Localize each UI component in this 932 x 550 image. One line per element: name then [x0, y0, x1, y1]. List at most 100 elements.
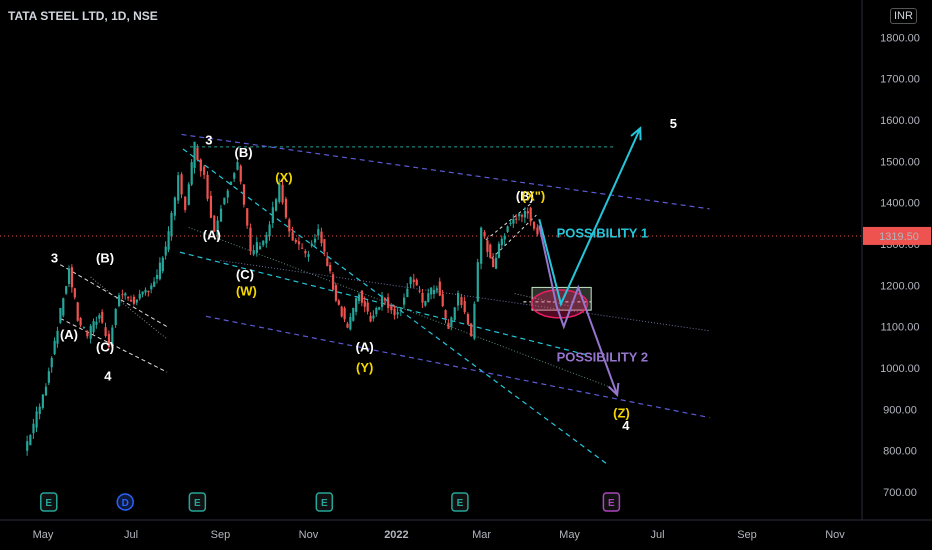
y-tick-label: 1400.00 [880, 198, 920, 210]
candle-body [239, 165, 242, 182]
x-tick-label: Mar [472, 529, 491, 541]
candle-body [424, 301, 427, 306]
wave-label: (C) [96, 339, 114, 354]
event-marker-label: E [194, 498, 201, 509]
candle-body [529, 207, 532, 222]
candle-body [415, 279, 418, 286]
y-tick-label: 700.00 [883, 487, 917, 499]
candle-body [421, 292, 424, 303]
candle-body [372, 315, 375, 319]
candle-body [47, 371, 50, 383]
candle-body [274, 199, 278, 211]
candle-body [223, 197, 226, 205]
candle-body [177, 175, 180, 201]
wave-label: 4 [622, 418, 630, 433]
candle-body [403, 297, 406, 305]
candle-body [150, 285, 153, 290]
candle-body [268, 224, 271, 237]
candle-body [26, 441, 29, 451]
x-tick-label: May [33, 529, 54, 541]
candle-body [246, 208, 249, 226]
candle-body [399, 309, 402, 312]
x-tick-label: May [559, 529, 580, 541]
candle-body [518, 213, 521, 217]
candle-body [326, 257, 329, 266]
candle-body [346, 323, 349, 328]
wave-label: (A) [356, 339, 374, 354]
candle-body [70, 267, 74, 288]
x-tick-label: Nov [299, 529, 319, 541]
candle-body [313, 238, 317, 243]
currency-badge[interactable]: INR [890, 8, 917, 24]
candle-body [497, 243, 501, 258]
chart-title: TATA STEEL LTD, 1D, NSE [8, 9, 158, 23]
candle-body [62, 298, 65, 316]
candle-body [138, 294, 141, 299]
candle-body [355, 298, 358, 312]
candle-body [460, 297, 463, 305]
candle-body [35, 411, 38, 428]
candle-body [184, 196, 187, 210]
x-tick-label: Nov [825, 529, 845, 541]
candle-body [124, 293, 127, 296]
candle-body [307, 254, 310, 257]
wave-label: 5 [670, 116, 677, 131]
candle-body [258, 246, 262, 250]
lower-channel-line [205, 315, 710, 419]
candle-body [155, 274, 159, 279]
candle-body [378, 307, 381, 310]
candle-body [59, 307, 62, 323]
candle-body [506, 226, 509, 232]
candle-body [500, 238, 503, 246]
candle-body [209, 195, 213, 218]
candle-body [114, 308, 117, 326]
candle-body [50, 357, 53, 368]
wave-label: (Z) [613, 405, 630, 420]
candle-body [486, 240, 489, 252]
candle-body [470, 323, 473, 336]
candle-body [206, 174, 209, 200]
candle-body [92, 321, 95, 333]
candle-body [32, 423, 35, 434]
candle-body [409, 277, 412, 285]
candle-body [73, 288, 76, 298]
candle-body [343, 308, 346, 320]
candle-body [196, 147, 199, 161]
candle-body [480, 227, 483, 264]
candle-body [317, 229, 320, 236]
candle-body [381, 295, 384, 307]
candle-body [489, 244, 492, 258]
candle-body [390, 305, 393, 311]
candle-body [357, 294, 361, 301]
candle-body [430, 287, 433, 295]
candle-body [95, 321, 98, 325]
candle-body [98, 315, 101, 319]
candle-body [86, 330, 89, 337]
possibility-2-arrowhead [607, 382, 620, 398]
candle-body [520, 215, 524, 217]
candle-body [226, 190, 229, 198]
candle-body [203, 166, 206, 175]
candle-body [512, 219, 515, 224]
candle-body [41, 394, 44, 408]
possibility-1-arrowhead [630, 126, 642, 141]
possibility-1-path [538, 127, 642, 307]
x-tick-label: Sep [211, 529, 231, 541]
candle-body [271, 207, 274, 223]
candle-body [406, 288, 409, 298]
candle-body [161, 257, 164, 272]
earnings-marker [188, 492, 207, 512]
candle-body [213, 215, 216, 232]
candle-body [288, 219, 291, 232]
wave-label: (A) [60, 327, 78, 342]
y-tick-label: 1500.00 [880, 156, 920, 168]
y-tick-label: 800.00 [883, 446, 917, 458]
candle-body [337, 300, 340, 305]
candle-body [242, 184, 246, 205]
descending-channel-upper [182, 148, 609, 466]
event-marker-label: D [122, 498, 129, 509]
candle-body [320, 231, 323, 244]
candle-body [199, 159, 202, 172]
candle-body [297, 241, 301, 245]
